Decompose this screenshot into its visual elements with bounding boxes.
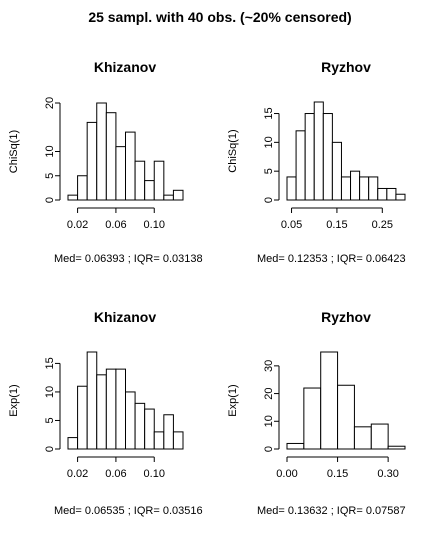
y-axis-label: ChiSq(1) (8, 130, 20, 173)
histogram-bar (105, 368, 117, 450)
histogram-bar (331, 141, 342, 201)
x-tick-label: 0.30 (377, 468, 398, 480)
histogram-bar (105, 112, 117, 201)
panel-title: Ryzhov (321, 59, 371, 75)
x-tick-label: 0.10 (144, 468, 165, 480)
histogram-bar (144, 180, 155, 201)
histogram-panel-1: Khizanov 0.02 0.06 0.10 0 5 10 20 ChiSq(1) Med= 0… (8, 59, 203, 265)
histogram-bar (125, 391, 136, 450)
figure-title: 25 sampl. with 40 obs. (~20% censored) (88, 9, 351, 25)
stats-label: Med= 0.06535 ; IQR= 0.03516 (54, 505, 203, 517)
histogram-bar (86, 351, 98, 450)
histogram-bar (67, 194, 79, 201)
histogram-bar (337, 384, 355, 450)
y-tick-label: 20 (44, 97, 56, 109)
histogram-bar (115, 368, 126, 450)
histogram-bar (115, 146, 126, 201)
y-axis-label: Exp(1) (227, 384, 239, 416)
histogram-bar (320, 351, 339, 450)
y-tick-label: 15 (263, 107, 275, 119)
histogram-bar (387, 445, 406, 450)
y-tick-label: 5 (263, 168, 275, 174)
histogram-bar (359, 176, 370, 201)
y-tick-label: 10 (263, 136, 275, 148)
histogram-bar (163, 194, 174, 201)
histogram-bar (153, 431, 165, 450)
y-axis-label: ChiSq(1) (227, 129, 239, 172)
x-tick-label: 0.06 (105, 468, 126, 480)
histogram-bar (295, 130, 306, 201)
y-tick-label: 10 (44, 145, 56, 157)
x-tick-label: 0.05 (281, 219, 302, 231)
histogram-bar (286, 442, 305, 450)
histogram-bar (303, 387, 322, 450)
histogram-bar (368, 176, 379, 201)
histogram-bar (96, 102, 107, 201)
histogram-panel-4: Ryzhov 0.00 0.15 0.30 0 10 20 30 Exp(1) Med= 0.13… (227, 309, 406, 517)
panel-title: Khizanov (94, 59, 156, 75)
y-tick-label: 0 (44, 197, 56, 203)
y-tick-label: 5 (44, 417, 56, 423)
histogram-bar (370, 423, 389, 450)
stats-label: Med= 0.12353 ; IQR= 0.06423 (257, 253, 406, 265)
x-tick-label: 0.25 (372, 219, 393, 231)
histogram-bar (172, 431, 184, 450)
histogram-bar (313, 101, 324, 201)
histogram-bar (134, 402, 146, 450)
x-tick-label: 0.02 (67, 468, 88, 480)
histogram-bar (286, 176, 297, 201)
histogram-bar (125, 131, 136, 201)
panel-title: Ryzhov (321, 309, 371, 325)
histogram-bar (322, 113, 333, 201)
histogram-panels: Khizanov 0.02 0.06 0.10 0 5 10 20 ChiSq(1) Med= 0… (8, 59, 406, 517)
histogram-bar (353, 426, 372, 450)
histogram-bar (163, 414, 174, 450)
y-tick-label: 20 (263, 387, 275, 399)
histogram-bar (144, 408, 155, 450)
panel-title: Khizanov (94, 309, 156, 325)
y-tick-label: 0 (263, 446, 275, 452)
x-tick-label: 0.00 (276, 468, 297, 480)
y-tick-label: 0 (263, 197, 275, 203)
x-tick-label: 0.10 (144, 219, 165, 231)
histogram-bar (395, 193, 406, 201)
histogram-bar (172, 189, 184, 201)
y-tick-label: 15 (44, 357, 56, 369)
y-tick-label: 10 (263, 415, 275, 427)
histogram-bar (134, 160, 146, 201)
histogram-panel-2: Ryzhov 0.05 0.15 0.25 0 5 10 15 ChiSq(1) Med= 0.1… (227, 59, 406, 265)
y-tick-label: 5 (44, 173, 56, 179)
histogram-bar (350, 170, 361, 201)
x-tick-label: 0.15 (326, 219, 347, 231)
x-tick-label: 0.06 (105, 219, 126, 231)
histogram-bar (386, 187, 397, 201)
histogram-bar (340, 176, 352, 201)
x-tick-label: 0.02 (67, 219, 88, 231)
histogram-bar (86, 121, 98, 201)
histogram-bar (153, 160, 165, 201)
stats-label: Med= 0.13632 ; IQR= 0.07587 (257, 505, 406, 517)
histogram-panel-3: Khizanov 0.02 0.06 0.10 0 5 10 15 Exp(1) Med= 0.0… (8, 309, 203, 517)
histogram-bar (67, 437, 79, 450)
histogram-bar (77, 385, 88, 450)
y-axis-label: Exp(1) (8, 384, 20, 416)
y-tick-label: 10 (44, 386, 56, 398)
y-tick-label: 30 (263, 360, 275, 372)
x-tick-label: 0.15 (327, 468, 348, 480)
stats-label: Med= 0.06393 ; IQR= 0.03138 (54, 253, 203, 265)
y-tick-label: 0 (44, 446, 56, 452)
histogram-bar (377, 187, 388, 201)
histogram-bar (304, 113, 315, 201)
histogram-bar (96, 374, 107, 450)
histogram-bar (77, 175, 88, 201)
